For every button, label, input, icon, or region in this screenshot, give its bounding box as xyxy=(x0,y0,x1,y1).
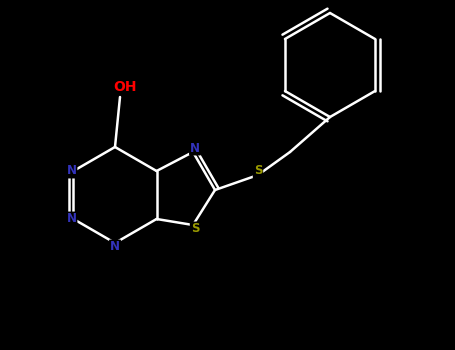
Text: S: S xyxy=(191,223,199,236)
Text: N: N xyxy=(66,212,76,225)
Text: N: N xyxy=(190,141,200,154)
Text: N: N xyxy=(66,164,76,177)
Text: N: N xyxy=(110,240,120,253)
Text: S: S xyxy=(254,164,262,177)
Text: OH: OH xyxy=(113,80,137,94)
